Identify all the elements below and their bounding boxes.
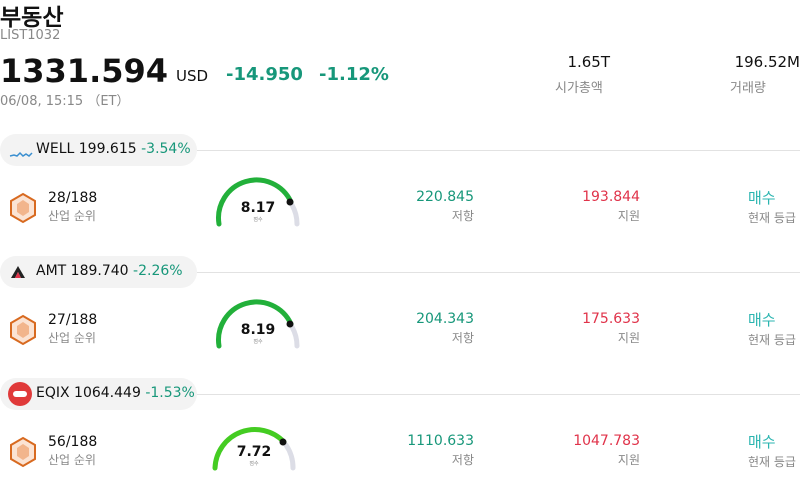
currency: USD — [176, 67, 209, 85]
score: 8.17 — [240, 200, 276, 216]
title: 부동산 — [0, 5, 64, 31]
stock-price: 1064.449 — [74, 385, 141, 401]
rank: 27/188 — [48, 312, 98, 328]
divider — [197, 150, 800, 151]
score: 7.72 — [236, 444, 272, 460]
resistance-label: 저항 — [451, 331, 474, 345]
rank-label: 산업 순위 — [48, 453, 96, 467]
stock-change-percent: -1.53% — [145, 385, 195, 401]
price: 1331.594 — [0, 52, 169, 90]
score-gauge — [0, 244, 320, 488]
rank: 28/188 — [48, 190, 98, 206]
market-cap-label: 시가총액 — [555, 81, 603, 96]
rank-icon — [9, 192, 37, 228]
code: LIST1032 — [0, 28, 61, 43]
stock-pill — [0, 256, 197, 288]
support-label: 지원 — [617, 209, 640, 223]
stock-ticker: WELL — [36, 141, 75, 157]
timestamp: 06/08, 15:15 （ET） — [0, 94, 130, 109]
stock-price: 189.740 — [70, 263, 129, 279]
score: 8.19 — [240, 322, 276, 338]
rating-label: 현재 등급 — [748, 333, 796, 347]
rank: 56/188 — [48, 434, 98, 450]
stock-logo — [9, 145, 33, 164]
stock-price: 199.615 — [78, 141, 137, 157]
stock-ticker: EQIX — [36, 385, 70, 401]
support: 1047.783 — [573, 433, 640, 449]
support: 175.633 — [582, 311, 640, 327]
stock-logo — [8, 382, 32, 410]
volume-label: 거래량 — [730, 81, 766, 96]
stock-ticker: AMT — [36, 263, 67, 279]
divider — [197, 272, 800, 273]
rank-icon — [9, 436, 37, 472]
stock-pill — [0, 134, 197, 166]
support: 193.844 — [582, 189, 640, 205]
rating: 매수 — [748, 433, 776, 451]
score-label: 점수 — [253, 339, 263, 345]
rank-label: 산업 순위 — [48, 331, 96, 345]
resistance: 1110.633 — [407, 433, 474, 449]
stock-header: WELL 199.615 -3.54% — [36, 141, 191, 157]
change: -14.950 — [226, 64, 303, 85]
score-label: 점수 — [249, 461, 259, 467]
stock-change-percent: -2.26% — [133, 263, 183, 279]
stock-logo — [9, 264, 27, 284]
score-gauge — [0, 0, 320, 244]
stock-pill — [0, 378, 197, 410]
resistance: 220.845 — [416, 189, 474, 205]
resistance: 204.343 — [416, 311, 474, 327]
score-gauge — [0, 122, 320, 366]
stock-header: EQIX 1064.449 -1.53% — [36, 385, 195, 401]
resistance-label: 저항 — [451, 209, 474, 223]
market-cap: 1.65T — [567, 53, 610, 71]
divider — [197, 394, 800, 395]
resistance-label: 저항 — [451, 453, 474, 467]
rank-icon — [9, 314, 37, 350]
score-label: 점수 — [253, 217, 263, 223]
rating: 매수 — [748, 189, 776, 207]
rating-label: 현재 등급 — [748, 455, 796, 469]
stock-change-percent: -3.54% — [141, 141, 191, 157]
volume: 196.52M — [734, 53, 800, 71]
rank-label: 산업 순위 — [48, 209, 96, 223]
rating: 매수 — [748, 311, 776, 329]
change-percent: -1.12% — [319, 64, 389, 85]
support-label: 지원 — [617, 331, 640, 345]
support-label: 지원 — [617, 453, 640, 467]
rating-label: 현재 등급 — [748, 211, 796, 225]
stock-header: AMT 189.740 -2.26% — [36, 263, 183, 279]
